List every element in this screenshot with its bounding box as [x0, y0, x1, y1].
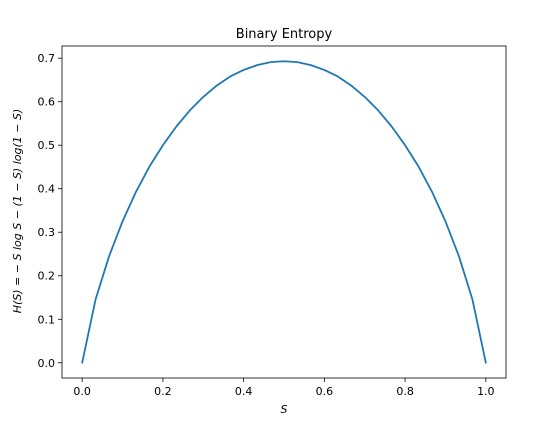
x-tick-label: 1.0 — [477, 385, 495, 398]
x-tick-label: 0.0 — [73, 385, 91, 398]
series-layer — [81, 60, 487, 364]
y-axis-label: H(S) = − S log S − (1 − S) log(1 − S) — [11, 109, 24, 314]
chart-title: Binary Entropy — [236, 27, 333, 42]
series-line-0 — [81, 60, 487, 364]
axes-frame — [61, 45, 507, 379]
y-axis-ticks: 0.0 0.1 0.2 0.3 0.4 0.5 0.6 0.7 — [38, 52, 62, 370]
axes-background — [62, 46, 506, 378]
y-tick-label: 0.4 — [38, 183, 56, 196]
x-tick-label: 0.6 — [316, 385, 334, 398]
y-tick-label: 0.7 — [38, 52, 56, 65]
plot-area — [62, 46, 506, 378]
x-axis-ticks: 0.0 0.2 0.4 0.6 0.8 1.0 — [73, 378, 495, 398]
y-tick-label: 0.2 — [38, 270, 56, 283]
y-tick-label: 0.1 — [38, 313, 56, 326]
y-tick-label: 0.3 — [38, 226, 56, 239]
y-tick-label: 0.5 — [38, 139, 56, 152]
y-tick-label: 0.0 — [38, 357, 56, 370]
axes-spines — [61, 45, 507, 379]
x-tick-label: 0.2 — [154, 385, 172, 398]
x-tick-label: 0.8 — [396, 385, 414, 398]
x-axis-label: S — [281, 403, 288, 416]
x-tick-label: 0.4 — [235, 385, 253, 398]
y-tick-label: 0.6 — [38, 96, 56, 109]
